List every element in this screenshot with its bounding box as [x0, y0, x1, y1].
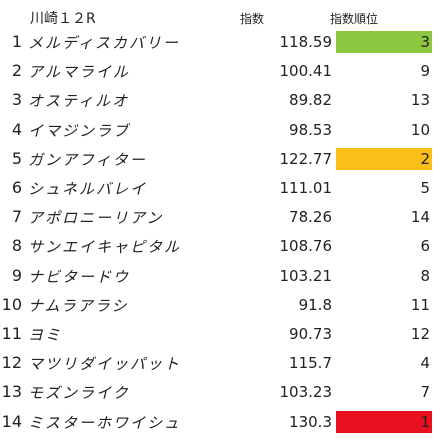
horse-number: 3 — [11, 90, 22, 110]
index-rank: 10 — [410, 120, 430, 139]
horse-name: モズンライク — [28, 384, 130, 403]
rank-highlight-bar — [336, 147, 432, 170]
horse-number: 11 — [1, 324, 22, 343]
table-row: 2 アルマライル 100.41 9 — [0, 59, 446, 83]
index-value: 91.8 — [298, 295, 332, 314]
index-value: 115.7 — [289, 354, 332, 373]
rank-cell: 11 — [336, 294, 432, 316]
horse-number: 10 — [1, 294, 22, 314]
horse-name: アポロニーリアン — [28, 209, 164, 228]
horse-number: 14 — [1, 411, 22, 431]
horse-number: 12 — [1, 353, 22, 373]
table-row: 3 オスティルオ 89.82 13 — [0, 88, 446, 112]
index-value: 89.82 — [289, 91, 332, 110]
index-rank: 14 — [410, 208, 430, 227]
rank-cell: 1 — [336, 410, 432, 433]
index-value: 111.01 — [279, 179, 333, 197]
horse-name: シュネルバレイ — [28, 180, 148, 198]
index-value: 100.41 — [279, 62, 333, 81]
index-value: 103.21 — [279, 266, 333, 285]
header-row: 川崎１２R 指数 指数順位 — [0, 4, 446, 30]
rank-highlight-bar — [336, 31, 432, 53]
index-column-header: 指数 — [240, 12, 265, 26]
horse-name: オスティルオ — [28, 92, 130, 111]
index-value: 90.73 — [289, 325, 332, 343]
index-value: 98.53 — [289, 120, 332, 139]
table-row: 14 ミスターホワイシュ 130.3 1 — [0, 410, 446, 434]
rank-cell: 6 — [336, 235, 432, 257]
horse-number: 8 — [11, 236, 22, 256]
horse-number: 1 — [11, 32, 22, 51]
rank-cell: 9 — [336, 60, 432, 82]
table-row: 8 サンエイキャピタル 108.76 6 — [0, 234, 446, 258]
index-value: 78.26 — [289, 208, 332, 227]
index-rank: 12 — [410, 325, 430, 343]
index-rank: 2 — [420, 149, 430, 168]
race-title: 川崎１２R — [30, 11, 96, 27]
rank-cell: 4 — [336, 352, 432, 374]
horse-name: イマジンラブ — [28, 121, 131, 140]
horse-number: 4 — [11, 119, 22, 139]
index-rank: 7 — [420, 383, 430, 402]
table-row: 11 ヨミ 90.73 12 — [0, 322, 446, 346]
rank-cell: 5 — [336, 177, 432, 199]
rank-cell: 8 — [336, 265, 432, 287]
index-value: 118.59 — [279, 33, 333, 51]
table-row: 4 イマジンラブ 98.53 10 — [0, 118, 446, 142]
index-rank: 11 — [410, 295, 430, 314]
index-rank: 8 — [420, 266, 430, 285]
index-rank: 13 — [410, 91, 430, 110]
rank-cell: 3 — [336, 31, 432, 53]
index-rank: 4 — [420, 354, 430, 373]
horse-number: 5 — [11, 148, 22, 168]
horse-number: 2 — [11, 61, 22, 81]
horse-number: 6 — [11, 178, 22, 197]
rank-cell: 12 — [336, 323, 432, 345]
horse-name: ガンアフィター — [28, 150, 147, 169]
table-row: 10 ナムラアラシ 91.8 11 — [0, 293, 446, 317]
rank-cell: 14 — [336, 206, 432, 228]
rank-column-header: 指数順位 — [330, 12, 379, 26]
table-row: 12 マツリダイッパット 115.7 4 — [0, 351, 446, 375]
table-row: 6 シュネルバレイ 111.01 5 — [0, 176, 446, 200]
horse-name: ヨミ — [28, 326, 63, 344]
table-row: 1 メルディスカバリー 118.59 3 — [0, 30, 446, 54]
horse-name: ミスターホワイシュ — [28, 413, 182, 432]
rank-highlight-bar — [336, 410, 432, 433]
horse-name: アルマライル — [28, 63, 130, 82]
index-value: 130.3 — [289, 412, 332, 431]
horse-number: 13 — [1, 382, 22, 402]
horse-number: 9 — [11, 265, 22, 285]
index-rank: 5 — [420, 179, 430, 197]
horse-name: マツリダイッパット — [28, 355, 182, 374]
table-row: 9 ナビタードウ 103.21 8 — [0, 264, 446, 288]
horse-name: サンエイキャピタル — [28, 238, 182, 257]
table-row: 5 ガンアフィター 122.77 2 — [0, 147, 446, 171]
horse-number: 7 — [11, 207, 22, 227]
index-value: 122.77 — [279, 149, 333, 168]
rank-cell: 10 — [336, 119, 432, 141]
index-rank: 6 — [420, 237, 430, 256]
index-value: 103.23 — [279, 383, 333, 402]
rank-cell: 7 — [336, 381, 432, 403]
horse-name: ナムラアラシ — [28, 296, 129, 315]
horse-name: ナビタードウ — [28, 267, 131, 286]
table-row: 13 モズンライク 103.23 7 — [0, 380, 446, 404]
rank-cell: 2 — [336, 147, 432, 170]
horse-name: メルディスカバリー — [28, 34, 180, 52]
index-rank: 9 — [420, 62, 430, 81]
table-row: 7 アポロニーリアン 78.26 14 — [0, 205, 446, 229]
index-value: 108.76 — [279, 237, 333, 256]
index-rank: 3 — [420, 33, 430, 51]
rank-cell: 13 — [336, 89, 432, 111]
index-rank: 1 — [420, 412, 430, 431]
